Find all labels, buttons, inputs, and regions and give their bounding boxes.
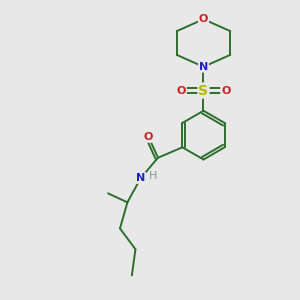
Text: H: H bbox=[149, 171, 158, 181]
Text: O: O bbox=[144, 132, 153, 142]
Text: N: N bbox=[136, 173, 146, 183]
Text: O: O bbox=[199, 14, 208, 24]
Text: N: N bbox=[199, 62, 208, 72]
Text: O: O bbox=[176, 85, 186, 96]
Text: S: S bbox=[199, 84, 208, 98]
Text: O: O bbox=[221, 85, 230, 96]
